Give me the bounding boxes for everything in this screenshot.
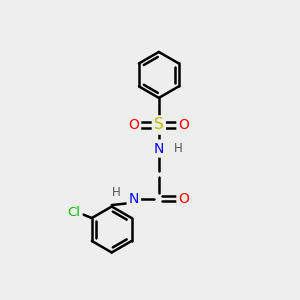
Text: S: S	[154, 118, 164, 133]
Text: N: N	[129, 192, 139, 206]
Text: H: H	[112, 186, 121, 199]
Text: Cl: Cl	[68, 206, 81, 219]
Text: N: N	[154, 142, 164, 155]
Text: O: O	[178, 118, 189, 132]
Text: O: O	[128, 118, 139, 132]
Text: O: O	[178, 192, 189, 206]
Text: H: H	[174, 142, 182, 155]
